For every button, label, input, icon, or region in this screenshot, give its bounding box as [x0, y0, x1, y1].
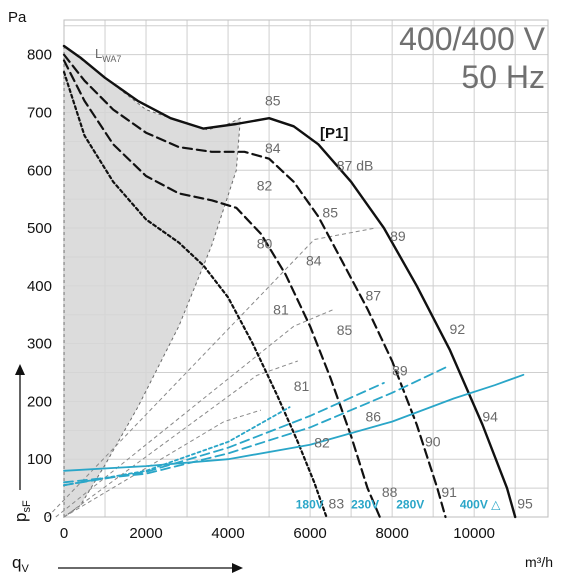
curve-annotation: 94: [482, 409, 498, 425]
guide-line: [55, 308, 335, 518]
curve-annotation: 95: [517, 495, 533, 511]
series-line-280v: [62, 53, 447, 519]
y-tick-label: 200: [27, 393, 52, 410]
guide-line: [63, 360, 298, 518]
x-tick-label: 0: [60, 525, 68, 542]
series-layer: [62, 44, 525, 519]
svg-text:psF: psF: [11, 500, 33, 522]
x-tick-label: 10000: [453, 525, 495, 542]
curve-annotation: 81: [294, 378, 310, 394]
curve-annotation: 84: [306, 253, 322, 269]
y-tick-label: 600: [27, 162, 52, 179]
curve-annotation: 91: [441, 484, 457, 500]
series-line-system-curve-c: [63, 406, 291, 487]
series-line-system-curve-a: [63, 364, 451, 484]
series-line-system-curve-solid: [63, 373, 525, 472]
guide-line: [47, 227, 376, 518]
x-tick-label: 2000: [129, 525, 162, 542]
series-line-400v: [62, 44, 517, 519]
guide-line: [63, 409, 262, 518]
curve-annotation: 85: [337, 322, 353, 338]
guide-layer: [47, 227, 376, 518]
y-tick-label: 700: [27, 104, 52, 121]
curve-annotation: 82: [314, 435, 330, 451]
x-tick-label: 4000: [211, 525, 244, 542]
axis-layer: 0 2000 4000 6000 8000 10000 0 100 200 300 400 500 60…: [27, 47, 495, 542]
curve-annotation: 90: [425, 433, 441, 449]
curve-annotation: 89: [392, 362, 408, 378]
curve-annotation: 88: [382, 484, 398, 500]
curve-annotation: 84: [265, 140, 281, 156]
y-unit-label: Pa: [8, 9, 27, 26]
x-tick-label: 8000: [375, 525, 408, 542]
curve-annotation: 85: [265, 93, 281, 109]
curve-annotation: 92: [450, 321, 466, 337]
x-axis-symbol: qV: [12, 553, 243, 575]
x-tick-label: 6000: [293, 525, 326, 542]
curve-annotation: 82: [257, 177, 273, 193]
x-unit-label: m³/h: [525, 554, 553, 570]
curve-annotation: 80: [257, 235, 273, 251]
y-tick-label: 400: [27, 278, 52, 295]
sound-label: LWA7: [95, 46, 121, 64]
svg-text:qV: qV: [12, 553, 29, 575]
curve-annotation: 87: [365, 287, 381, 303]
curve-annotation: 86: [365, 409, 381, 425]
voltage-label: 180V: [296, 497, 324, 511]
curve-annotation: 81: [273, 302, 289, 318]
chart-title: 400/400 V: [399, 21, 546, 57]
label-layer: 85 84 82 80 87 dB 85 84 81 89 87 85 81 92 89 86 82 94 90 8…: [257, 93, 533, 512]
curve-label: [P1]: [320, 125, 348, 142]
y-tick-label: 100: [27, 451, 52, 468]
series-line-180v: [62, 70, 328, 519]
chart-subtitle: 50 Hz: [461, 59, 545, 95]
y-tick-label: 0: [44, 509, 52, 526]
curve-annotation: 89: [390, 228, 406, 244]
y-axis-symbol: psF: [11, 364, 33, 522]
curve-annotation: 83: [329, 495, 345, 511]
voltage-label: 280V: [396, 497, 424, 511]
voltage-label: 230V: [351, 497, 379, 511]
y-tick-label: 500: [27, 220, 52, 237]
y-tick-label: 300: [27, 336, 52, 353]
y-tick-label: 800: [27, 47, 52, 64]
curve-annotation: 87 dB: [337, 157, 374, 173]
curve-annotation: 85: [322, 205, 338, 221]
series-line-230v: [62, 59, 381, 519]
voltage-label: 400V △: [460, 497, 501, 511]
